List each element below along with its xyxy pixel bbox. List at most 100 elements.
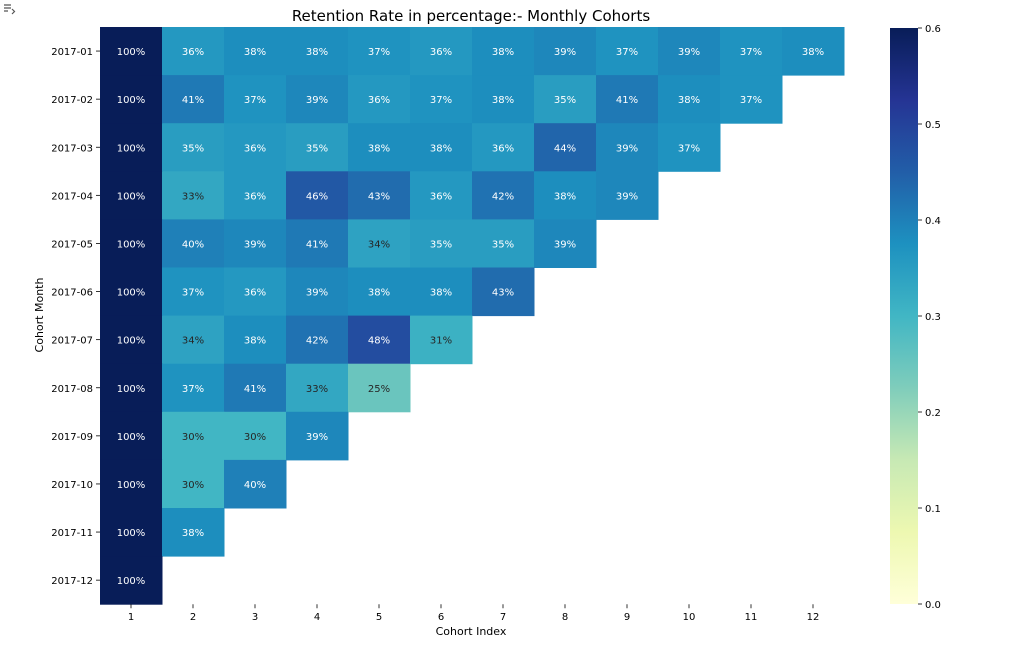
cell-value-label: 41% <box>182 95 204 106</box>
heatmap-cell <box>162 171 225 220</box>
cell-value-label: 36% <box>244 143 266 154</box>
cell-value-label: 36% <box>244 288 266 299</box>
cell-value-label: 36% <box>182 47 204 58</box>
heatmap-cell <box>224 363 287 413</box>
cell-value-label: 100% <box>117 95 146 106</box>
y-tick-label: 2017-12 <box>51 576 93 587</box>
cell-value-label: 37% <box>740 95 762 106</box>
chart-title: Retention Rate in percentage:- Monthly C… <box>292 7 651 25</box>
heatmap-cell <box>534 219 597 268</box>
cell-value-label: 100% <box>117 576 146 587</box>
y-tick-label: 2017-06 <box>51 288 93 299</box>
cell-value-label: 35% <box>306 143 328 154</box>
x-tick-label: 5 <box>376 612 382 623</box>
x-tick-label: 2 <box>190 612 196 623</box>
x-tick-label: 11 <box>745 612 758 623</box>
heatmap-cell <box>534 171 597 220</box>
cell-value-label: 35% <box>430 239 452 250</box>
cell-value-label: 36% <box>244 191 266 202</box>
cell-value-label: 38% <box>244 47 266 58</box>
y-axis: 2017-01 2017-02 2017-03 2017-04 2017-05 2017-… <box>51 47 100 587</box>
colorbar-tick-label: 0.1 <box>925 504 941 515</box>
cell-value-label: 42% <box>306 336 328 347</box>
y-tick-label: 2017-01 <box>51 47 93 58</box>
cell-value-label: 37% <box>740 47 762 58</box>
heatmap-cell <box>472 27 535 76</box>
heatmap-cell <box>534 75 597 124</box>
cell-value-label: 37% <box>368 47 390 58</box>
heatmap-cell <box>224 267 287 317</box>
cell-value-label: 38% <box>802 47 824 58</box>
heatmap-cell <box>286 75 349 124</box>
cell-value-label: 40% <box>182 239 204 250</box>
heatmap-cell <box>534 123 597 172</box>
x-tick-label: 10 <box>683 612 696 623</box>
x-tick-label: 3 <box>252 612 258 623</box>
heatmap-cell <box>410 75 473 124</box>
cell-value-label: 34% <box>182 336 204 347</box>
cell-value-label: 41% <box>306 239 328 250</box>
x-tick-label: 1 <box>128 612 134 623</box>
cell-value-label: 100% <box>117 336 146 347</box>
heatmap-cell <box>100 123 163 172</box>
heatmap-cell <box>162 315 225 365</box>
heatmap-cell <box>410 123 473 172</box>
heatmap-cell <box>224 315 287 365</box>
heatmap-cell <box>100 363 163 413</box>
cell-value-label: 35% <box>182 143 204 154</box>
cell-value-label: 38% <box>554 191 576 202</box>
y-tick-label: 2017-02 <box>51 95 93 106</box>
cell-value-label: 34% <box>368 239 390 250</box>
heatmap-cell <box>100 27 163 76</box>
cell-value-label: 39% <box>306 95 328 106</box>
heatmap-cell <box>286 315 349 365</box>
heatmap-cell <box>286 411 349 461</box>
cell-value-label: 39% <box>554 239 576 250</box>
cell-value-label: 31% <box>430 336 452 347</box>
cell-value-label: 38% <box>306 47 328 58</box>
heatmap-cell <box>348 171 411 220</box>
heatmap-cell <box>100 219 163 268</box>
heatmap-cell <box>100 75 163 124</box>
cell-value-label: 38% <box>368 143 390 154</box>
heatmap-cell <box>410 315 473 365</box>
heatmap-cell <box>472 267 535 317</box>
cell-value-label: 37% <box>182 288 204 299</box>
heatmap-cell <box>472 75 535 124</box>
heatmap-cell <box>162 508 225 557</box>
cell-value-label: 40% <box>244 480 266 491</box>
cell-value-label: 37% <box>244 95 266 106</box>
cell-value-label: 48% <box>368 336 390 347</box>
cell-value-label: 39% <box>244 239 266 250</box>
heatmap-cell <box>410 267 473 317</box>
heatmap-cell <box>100 459 163 509</box>
heatmap-cell <box>348 123 411 172</box>
cell-value-label: 35% <box>554 95 576 106</box>
cell-value-label: 100% <box>117 384 146 395</box>
colorbar-ticks: 0.0 0.1 0.2 0.3 0.4 0.5 0.6 <box>918 24 941 611</box>
cell-value-label: 36% <box>368 95 390 106</box>
heatmap-cell <box>472 219 535 268</box>
heatmap-cell <box>100 411 163 461</box>
cell-value-label: 38% <box>182 528 204 539</box>
cell-value-label: 41% <box>616 95 638 106</box>
y-tick-label: 2017-08 <box>51 384 93 395</box>
heatmap-cell <box>596 123 659 172</box>
colorbar-tick-label: 0.3 <box>925 312 941 323</box>
heatmap-cell <box>658 123 721 172</box>
heatmap-cell <box>472 123 535 172</box>
colorbar <box>890 28 918 604</box>
cell-value-label: 100% <box>117 432 146 443</box>
heatmap-cell <box>286 123 349 172</box>
cell-value-label: 25% <box>368 384 390 395</box>
cell-value-label: 37% <box>678 143 700 154</box>
cell-value-label: 100% <box>117 47 146 58</box>
heatmap-cell <box>224 411 287 461</box>
heatmap-cell <box>596 75 659 124</box>
x-tick-label: 6 <box>438 612 444 623</box>
heatmap-cell <box>224 27 287 76</box>
cell-value-label: 42% <box>492 191 514 202</box>
cell-value-label: 39% <box>306 288 328 299</box>
output-toggle-icon[interactable] <box>2 2 16 16</box>
heatmap-cell <box>658 27 721 76</box>
